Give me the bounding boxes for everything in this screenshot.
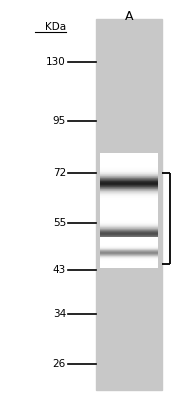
Text: 26: 26 [53,359,66,369]
Text: 34: 34 [53,309,66,319]
Text: 130: 130 [46,57,66,67]
Text: A: A [124,10,133,23]
Text: 55: 55 [53,218,66,228]
Text: KDa: KDa [45,22,66,32]
Text: 95: 95 [53,116,66,126]
Text: 43: 43 [53,264,66,274]
Text: 72: 72 [53,168,66,178]
Bar [96,19,162,390]
